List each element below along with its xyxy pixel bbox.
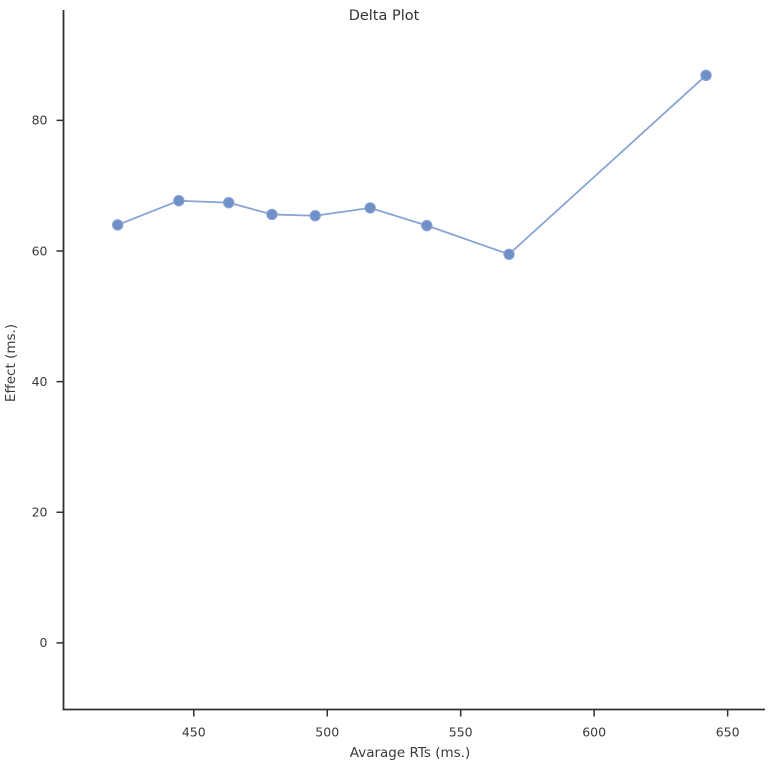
data-point xyxy=(503,248,515,260)
x-tick-label: 450 xyxy=(182,725,206,740)
y-tick-label: 80 xyxy=(32,113,48,128)
y-tick-label: 60 xyxy=(32,243,48,258)
data-point xyxy=(173,195,185,207)
x-tick-label: 600 xyxy=(582,725,606,740)
y-tick-label: 0 xyxy=(40,635,48,650)
x-axis-ticks: 450 500 550 600 650 xyxy=(182,709,740,740)
y-axis-ticks: 0 20 40 60 80 xyxy=(32,113,64,650)
chart-title: Delta Plot xyxy=(349,8,420,24)
x-tick-label: 550 xyxy=(449,725,473,740)
series-markers xyxy=(111,69,712,260)
series-line xyxy=(117,74,707,256)
x-tick-label: 650 xyxy=(716,725,740,740)
data-point xyxy=(111,219,124,231)
data-point xyxy=(309,210,321,222)
data-point xyxy=(266,208,278,221)
x-tick-label: 500 xyxy=(315,725,339,740)
y-tick-label: 20 xyxy=(32,505,48,520)
data-point xyxy=(364,202,376,214)
data-point xyxy=(223,196,235,209)
data-point xyxy=(421,219,433,232)
y-tick-label: 40 xyxy=(32,374,48,389)
data-point xyxy=(700,69,712,82)
x-axis-label: Avarage RTs (ms.) xyxy=(350,745,470,761)
y-axis-label: Effect (ms.) xyxy=(3,324,19,402)
